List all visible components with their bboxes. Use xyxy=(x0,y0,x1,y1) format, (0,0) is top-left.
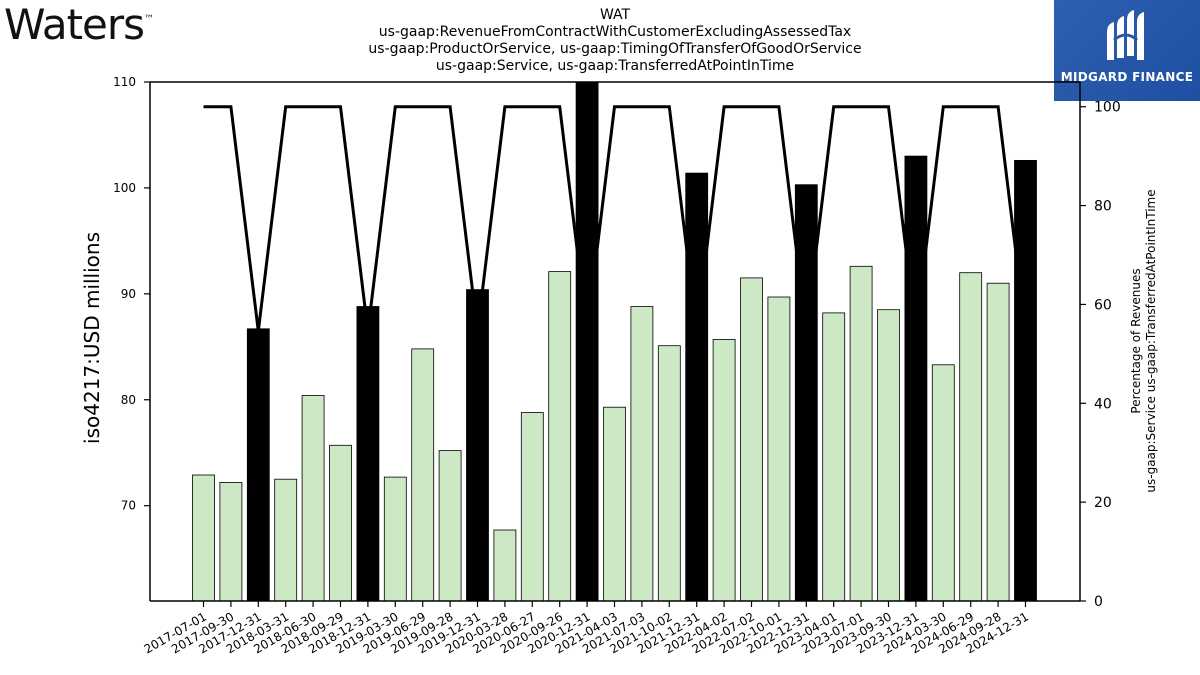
y-tick-label: 100 xyxy=(113,181,136,195)
company-logo-text: Waters xyxy=(4,0,145,49)
bar-annual xyxy=(246,328,270,602)
bar-annual xyxy=(466,289,489,602)
bar-quarter xyxy=(274,478,298,602)
bar-quarter xyxy=(219,481,243,602)
y-axis-label: iso4217:USD millions xyxy=(80,232,104,444)
y-axis-ticks: 70 80 90 100 110 xyxy=(113,75,150,513)
bar-quarter xyxy=(438,450,462,602)
x-axis-ticks: 2017-07-012017-09-302017-12-312018-03-31… xyxy=(142,601,1031,656)
bar-quarter xyxy=(520,412,544,602)
bar-quarter xyxy=(548,271,572,602)
y2-axis-ticks: 0 20 40 60 80 100 xyxy=(1080,100,1121,610)
bar-quarter xyxy=(959,272,983,602)
chart-title-line-2: us-gaap:RevenueFromContractWithCustomerE… xyxy=(378,24,852,40)
y-tick-label: 70 xyxy=(121,499,136,513)
trademark-symbol: ™ xyxy=(144,14,154,25)
bar-quarter xyxy=(493,529,517,602)
y2-axis-label-line-1: Percentage of Revenues xyxy=(1129,268,1143,413)
y2-tick-label: 20 xyxy=(1094,495,1112,511)
bar-annual xyxy=(904,155,928,602)
bar-quarter xyxy=(822,312,846,602)
bar-quarter xyxy=(192,474,215,602)
company-logo: Waters™ xyxy=(4,0,154,49)
bar-quarter xyxy=(630,306,654,602)
bar-quarter xyxy=(603,406,626,602)
y-tick-label: 80 xyxy=(121,393,136,407)
bar-quarter xyxy=(411,348,435,602)
percentage-line xyxy=(203,105,1027,332)
bar-annual xyxy=(1014,159,1037,602)
y2-tick-label: 0 xyxy=(1094,594,1103,610)
y-tick-label: 110 xyxy=(113,75,136,89)
bar-quarter xyxy=(986,282,1010,602)
badge-label: MIDGARD FINANCE xyxy=(1060,70,1194,84)
y2-axis-label: Percentage of Revenues us-gaap:Service u… xyxy=(1129,189,1158,492)
percentage-line-series xyxy=(203,105,1027,332)
y2-tick-label: 40 xyxy=(1094,396,1112,412)
bar-quarter xyxy=(301,395,325,602)
y2-tick-label: 60 xyxy=(1094,297,1112,313)
y2-tick-label: 80 xyxy=(1094,199,1112,215)
bar-quarter xyxy=(329,444,352,602)
midgard-logo-icon xyxy=(1107,10,1144,60)
bar-annual xyxy=(794,184,818,602)
bar-quarter xyxy=(712,338,736,602)
bar-annual xyxy=(356,306,380,602)
y2-axis-label-line-2: us-gaap:Service us-gaap:TransferredAtPoi… xyxy=(1144,189,1158,492)
bar-quarter xyxy=(877,309,900,602)
bar-quarter xyxy=(657,345,681,602)
bar-annual xyxy=(575,81,599,602)
bar-annual xyxy=(685,172,709,602)
bar-series xyxy=(192,81,1037,602)
y-tick-label: 90 xyxy=(121,287,136,301)
chart-title: WAT us-gaap:RevenueFromContractWithCusto… xyxy=(315,7,915,75)
chart-title-line-3: us-gaap:ProductOrService, us-gaap:Timing… xyxy=(368,41,862,57)
y2-tick-label: 100 xyxy=(1094,100,1121,116)
bar-quarter xyxy=(740,277,763,602)
chart-title-line-4: us-gaap:Service, us-gaap:TransferredAtPo… xyxy=(435,58,795,74)
chart-title-line-1: WAT xyxy=(599,7,631,23)
bar-quarter xyxy=(767,296,791,602)
bar-quarter xyxy=(383,476,407,602)
bar-quarter xyxy=(849,265,873,602)
bar-quarter xyxy=(931,364,955,602)
midgard-finance-badge: MIDGARD FINANCE xyxy=(1054,0,1200,101)
